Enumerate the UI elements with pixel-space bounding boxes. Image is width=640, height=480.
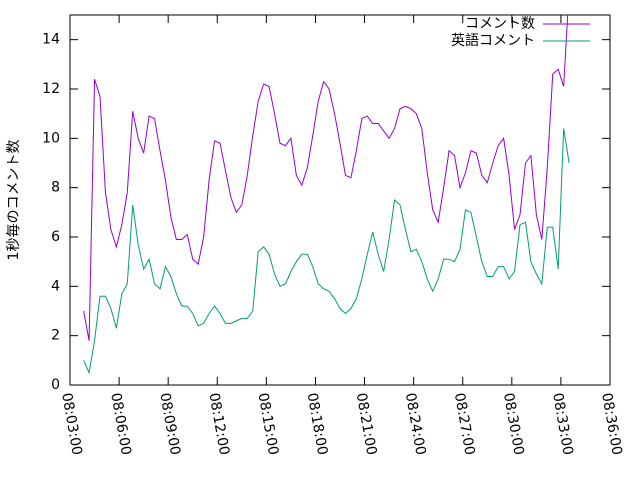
y-axis-label: 1秒毎のコメント数 [6,140,22,261]
x-tick-label: 08:21:00 [353,392,380,457]
series-line [83,128,570,375]
legend-label: コメント数 [465,16,535,32]
x-tick-label: 08:18:00 [304,392,331,457]
y-tick-label: 0 [51,377,60,393]
x-tick-label: 08:24:00 [402,392,429,457]
y-tick-label: 4 [51,278,60,294]
y-tick-label: 10 [42,130,60,146]
plot-border [69,14,611,386]
y-tick-label: 6 [51,229,60,245]
y-tick-label: 8 [51,180,60,196]
y-tick-label: 2 [51,328,60,344]
x-tick-label: 08:36:00 [598,392,625,457]
x-tick-label: 08:06:00 [107,392,134,457]
x-tick-label: 08:30:00 [500,392,527,457]
x-tick-label: 08:09:00 [156,392,183,457]
y-tick-label: 14 [42,32,60,48]
series-line [83,15,569,341]
x-tick-label: 08:27:00 [451,392,478,457]
y-tick-label: 12 [42,81,60,97]
x-tick-label: 08:15:00 [254,392,281,457]
x-tick-label: 08:33:00 [549,392,576,457]
legend-label: 英語コメント [451,32,535,49]
x-tick-label: 08:03:00 [58,392,85,457]
x-tick-label: 08:12:00 [205,392,232,457]
